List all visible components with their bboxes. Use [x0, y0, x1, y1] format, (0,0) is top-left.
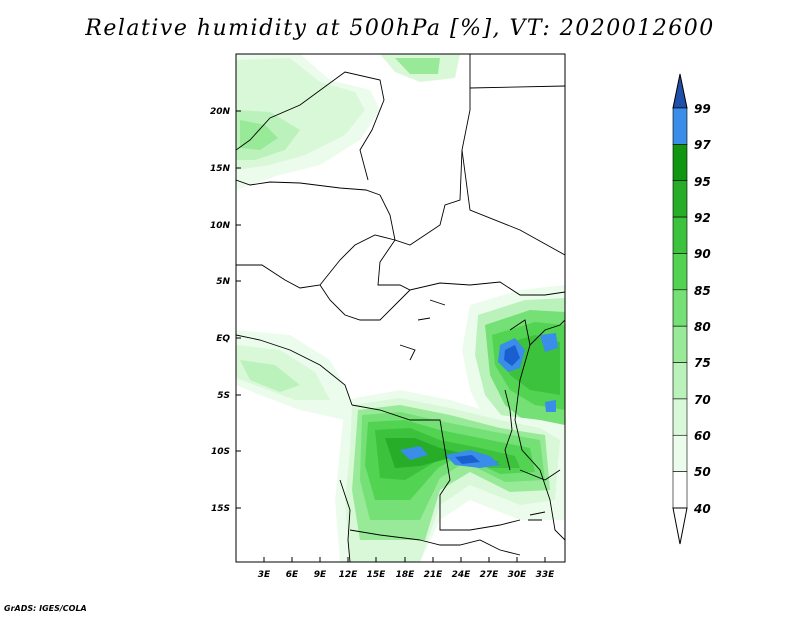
colorbar-label: 92 [694, 211, 711, 225]
colorbar-segment [672, 289, 688, 327]
lon-label: 30E [508, 570, 528, 580]
plot-border [235, 53, 566, 563]
colorbar-label: 80 [694, 320, 711, 334]
colorbar-segment [672, 180, 688, 218]
colorbar-label: 99 [694, 102, 711, 116]
lat-label: 10N [210, 221, 231, 231]
colorbar-segment [672, 216, 688, 254]
lat-label: EQ [216, 334, 230, 344]
colorbar-label: 95 [694, 175, 711, 189]
colorbar-segment [672, 362, 688, 400]
colorbar-top-arrow [672, 73, 688, 109]
lon-label: 24E [452, 570, 472, 580]
map-title: Relative humidity at 500hPa [%], VT: 202… [85, 16, 715, 41]
colorbar-segment [672, 325, 688, 363]
colorbar-label: 60 [694, 429, 711, 443]
colorbar-segment [672, 471, 688, 509]
lat-label: 10S [211, 447, 230, 457]
lon-label: 3E [258, 570, 271, 580]
colorbar: 99 97 95 92 90 85 80 75 70 60 50 40 [672, 73, 711, 545]
lat-label: 5N [216, 277, 230, 287]
colorbar-segment [672, 398, 688, 436]
colorbar-label: 70 [694, 393, 711, 407]
colorbar-label: 85 [694, 284, 711, 298]
colorbar-segment [672, 434, 688, 472]
colorbar-label: 75 [694, 356, 711, 370]
colorbar-segment [672, 253, 688, 291]
lon-label: 15E [367, 570, 387, 580]
lat-label: 20N [210, 107, 231, 117]
lon-label: 33E [536, 570, 556, 580]
lon-label: 21E [424, 570, 444, 580]
lat-axis: 20N 15N 10N 5N EQ 5S 10S 15S [210, 107, 241, 514]
colorbar-label: 90 [694, 247, 711, 261]
lon-label: 12E [339, 570, 359, 580]
colorbar-label: 97 [694, 138, 711, 152]
colorbar-label: 40 [693, 502, 711, 516]
lon-label: 18E [396, 570, 416, 580]
lat-label: 15S [211, 504, 230, 514]
borders [236, 54, 565, 562]
colorbar-bottom-arrow [672, 507, 688, 545]
lat-label: 5S [217, 391, 230, 401]
lon-axis: 3E 6E 9E 12E 15E 18E 21E 24E 27E 30E 33E [258, 557, 555, 580]
colorbar-segment [672, 107, 688, 145]
lon-label: 9E [314, 570, 327, 580]
grads-credit: GrADS: IGES/COLA [4, 604, 87, 613]
lon-label: 6E [286, 570, 299, 580]
colorbar-label: 50 [694, 465, 711, 479]
humidity-shading [236, 54, 565, 562]
colorbar-segment [672, 144, 688, 182]
lon-label: 27E [480, 570, 500, 580]
lat-label: 15N [210, 164, 231, 174]
